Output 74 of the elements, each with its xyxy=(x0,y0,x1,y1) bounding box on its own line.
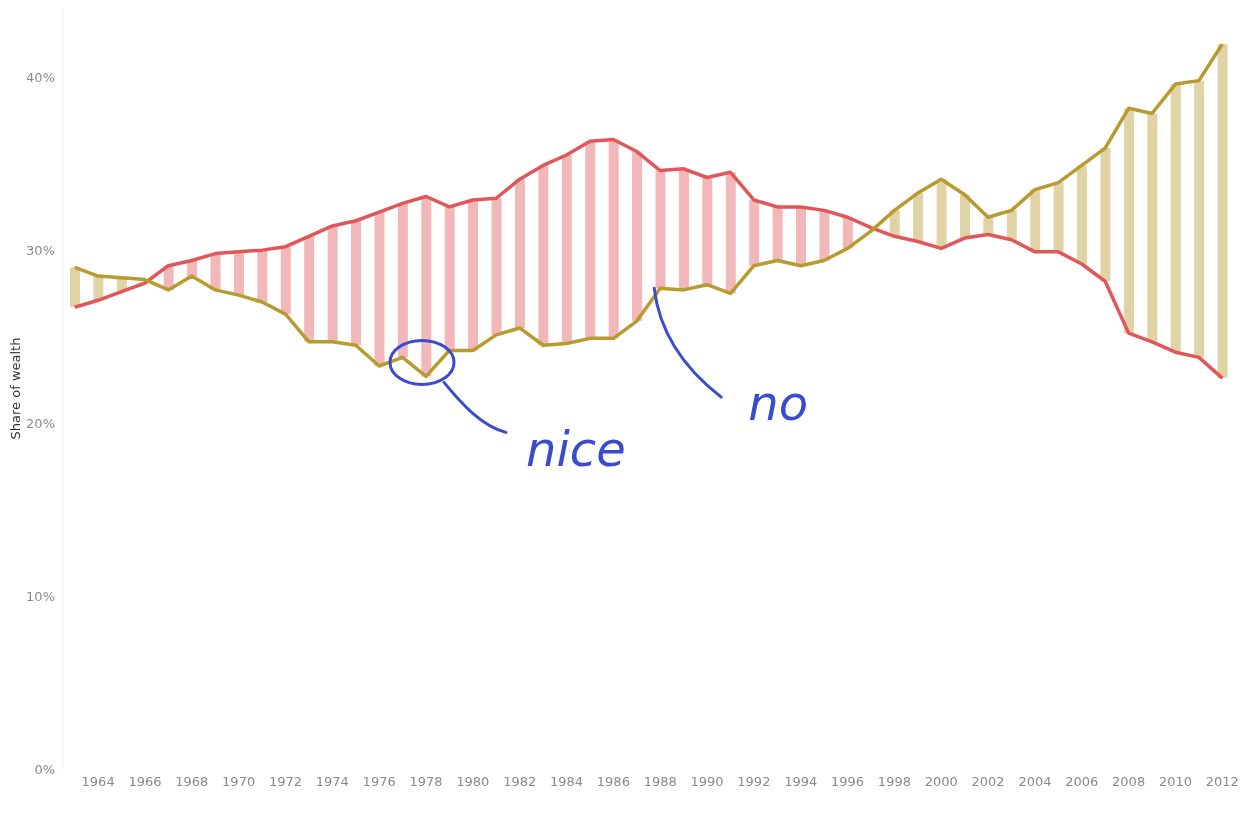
bar xyxy=(655,170,666,289)
x-tick-label: 1992 xyxy=(737,774,771,790)
y-tick-label: 40% xyxy=(26,69,55,85)
x-tick-label: 1984 xyxy=(549,774,584,790)
x-tick-label: 2004 xyxy=(1018,774,1052,790)
bar xyxy=(351,220,362,346)
x-tick-label: 1980 xyxy=(456,774,490,790)
bar xyxy=(796,206,807,266)
bar xyxy=(233,251,244,296)
bar xyxy=(561,155,572,344)
bar xyxy=(1077,165,1088,264)
bar xyxy=(1170,84,1181,353)
bar xyxy=(1100,148,1111,282)
y-axis-title: Share of wealth xyxy=(8,337,23,440)
x-tick-label: 1972 xyxy=(268,774,303,790)
bar xyxy=(913,193,924,242)
y-tick-label: 20% xyxy=(26,415,55,431)
bar xyxy=(280,246,291,315)
y-tick-label: 10% xyxy=(26,588,55,604)
x-tick-label: 1982 xyxy=(503,774,537,790)
bar xyxy=(491,198,502,335)
bar xyxy=(936,179,947,249)
x-tick-label: 1968 xyxy=(175,774,209,790)
bar xyxy=(538,165,549,346)
x-tick-label: 1974 xyxy=(315,774,349,790)
annotation: no xyxy=(748,375,809,432)
bar xyxy=(444,206,455,351)
x-tick-label: 1966 xyxy=(128,774,162,790)
x-tick-label: 1986 xyxy=(596,774,630,790)
x-tick-label: 2002 xyxy=(971,774,1005,790)
y-tick-label: 0% xyxy=(34,761,55,777)
x-tick-label: 2006 xyxy=(1065,774,1099,790)
y-tick-label: 30% xyxy=(26,242,55,258)
bar xyxy=(1123,108,1134,334)
bar xyxy=(1217,44,1228,379)
line-series xyxy=(72,137,1225,380)
x-tick-label: 1990 xyxy=(690,774,724,790)
bar xyxy=(585,141,596,339)
bar xyxy=(819,210,830,261)
bar xyxy=(608,139,619,339)
bar xyxy=(327,225,338,342)
bar xyxy=(304,236,315,342)
bar xyxy=(468,199,479,351)
bar xyxy=(397,203,408,358)
bar xyxy=(374,212,385,367)
annotation: nice xyxy=(526,421,626,478)
bar xyxy=(1194,80,1205,358)
bar xyxy=(514,179,525,328)
bar xyxy=(421,196,432,377)
bar xyxy=(632,151,643,322)
bar xyxy=(749,199,760,266)
x-tick-label: 2000 xyxy=(924,774,958,790)
bar xyxy=(772,206,783,261)
bar xyxy=(70,267,80,308)
x-tick-label: 1964 xyxy=(81,774,115,790)
line-series xyxy=(72,42,1225,379)
x-tick-label: 1996 xyxy=(831,774,865,790)
bar xyxy=(1147,113,1158,342)
x-tick-label: 1994 xyxy=(784,774,818,790)
bar xyxy=(678,168,689,290)
x-tick-label: 1988 xyxy=(643,774,677,790)
bar xyxy=(702,177,713,285)
bar xyxy=(257,250,268,303)
x-tick-label: 2008 xyxy=(1112,774,1146,790)
bar xyxy=(1030,189,1041,252)
x-tick-label: 2012 xyxy=(1205,774,1239,790)
bar xyxy=(725,172,736,294)
x-tick-label: 2010 xyxy=(1158,774,1192,790)
x-tick-label: 1998 xyxy=(877,774,911,790)
bar xyxy=(959,194,970,239)
x-tick-label: 1970 xyxy=(222,774,256,790)
x-tick-label: 1978 xyxy=(409,774,443,790)
bar xyxy=(1053,182,1064,252)
x-tick-label: 1976 xyxy=(362,774,396,790)
